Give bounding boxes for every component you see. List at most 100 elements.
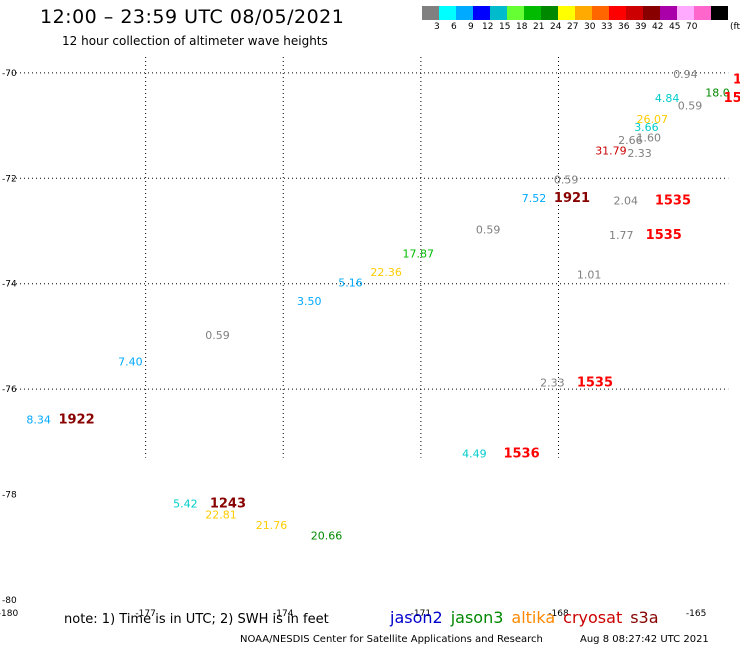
generated-timestamp: Aug 8 08:27:42 UTC 2021 bbox=[580, 634, 709, 645]
color-scale-cell bbox=[541, 6, 558, 20]
chart-title: 12:00 – 23:59 UTC 08/05/2021 bbox=[40, 6, 345, 28]
wave-height-label: 0.59 bbox=[476, 224, 501, 237]
wave-height-label: 17.87 bbox=[403, 247, 435, 260]
wave-height-label: 5.42 bbox=[173, 498, 198, 511]
legend-s3a: s3a bbox=[630, 608, 659, 627]
legend-cryosat: cryosat bbox=[563, 608, 623, 627]
color-scale-label: 15 bbox=[499, 22, 511, 32]
wave-height-label: 7.52 bbox=[522, 192, 547, 205]
color-scale-label: 27 bbox=[567, 22, 579, 32]
wave-height-label: 1.60 bbox=[636, 131, 661, 144]
wave-height-label: 0.59 bbox=[678, 100, 703, 113]
color-scale-label: 39 bbox=[635, 22, 647, 32]
y-tick-label: -70 bbox=[2, 69, 17, 79]
time-label: 1921 bbox=[554, 191, 590, 206]
legend-altika: altika bbox=[511, 608, 556, 627]
x-tick-label: -177 bbox=[135, 609, 155, 619]
chart-subtitle: 12 hour collection of altimeter wave hei… bbox=[62, 34, 328, 48]
wave-height-label: 26.07 bbox=[636, 113, 668, 126]
wave-height-label: 8.34 bbox=[26, 413, 50, 426]
color-scale-cell bbox=[711, 6, 728, 20]
wave-height-label: 18.0 bbox=[705, 87, 730, 100]
grid-layer bbox=[8, 57, 729, 458]
time-label: 15 bbox=[724, 91, 740, 106]
color-scale-cell bbox=[643, 6, 660, 20]
wave-height-label: 7.40 bbox=[118, 355, 143, 368]
time-label: 1536 bbox=[503, 447, 539, 462]
credit-text: NOAA/NESDIS Center for Satellite Applica… bbox=[240, 634, 543, 645]
color-scale-label: 21 bbox=[533, 22, 545, 32]
x-tick-label: -174 bbox=[273, 609, 294, 619]
wave-height-label: 2.04 bbox=[614, 195, 639, 208]
wave-height-label: 1.01 bbox=[577, 268, 602, 281]
time-label: 1243 bbox=[210, 497, 246, 512]
wave-height-label: 2.33 bbox=[540, 376, 565, 389]
color-scale-cell bbox=[609, 6, 626, 20]
color-scale-labels: 3 6 9 12 15 18 21 24 27 30 33 36 39 42 45 70 bbox=[422, 22, 740, 34]
y-tick-label: -78 bbox=[2, 491, 17, 501]
x-tick-label: -165 bbox=[686, 609, 706, 619]
color-scale-label: 30 bbox=[584, 22, 596, 32]
color-scale-label: 70 bbox=[686, 22, 698, 32]
color-scale-label: 45 bbox=[669, 22, 681, 32]
color-scale-cell bbox=[439, 6, 456, 20]
color-scale-cell bbox=[507, 6, 524, 20]
wave-height-label: 4.84 bbox=[655, 92, 680, 105]
color-scale-cell bbox=[626, 6, 643, 20]
wave-height-label: 2.66 bbox=[618, 134, 643, 147]
legend-jason3: jason3 bbox=[450, 608, 504, 627]
note-text: note: 1) Time is in UTC; 2) SWH is in fe… bbox=[64, 612, 329, 627]
x-tick-label: -171 bbox=[411, 609, 431, 619]
wave-height-label: 0.59 bbox=[205, 329, 230, 342]
wave-height-label: 0.59 bbox=[554, 174, 579, 187]
color-scale-label: 42 bbox=[652, 22, 664, 32]
color-scale-label: 9 bbox=[468, 22, 474, 32]
color-scale-label: 18 bbox=[516, 22, 528, 32]
color-scale-label: 24 bbox=[550, 22, 562, 32]
wave-height-label: 31.79 bbox=[595, 145, 627, 158]
color-scale-cell bbox=[456, 6, 473, 20]
time-label: 1535 bbox=[577, 375, 613, 390]
color-scale-cell bbox=[524, 6, 541, 20]
time-label: 1535 bbox=[655, 194, 691, 209]
color-scale-bar bbox=[422, 6, 728, 20]
wave-height-label: 21.76 bbox=[256, 519, 288, 532]
color-scale-label: 36 bbox=[618, 22, 630, 32]
wave-height-label: 22.36 bbox=[370, 266, 402, 279]
y-tick-label: -74 bbox=[2, 280, 17, 290]
color-scale-cell bbox=[422, 6, 439, 20]
wave-height-label: 1.77 bbox=[609, 229, 634, 242]
color-scale-cell bbox=[660, 6, 677, 20]
wave-height-label: 4.49 bbox=[462, 448, 487, 461]
y-tick-label: -80 bbox=[2, 596, 17, 606]
time-label: 1922 bbox=[58, 412, 94, 427]
time-label: 1535 bbox=[646, 228, 682, 243]
legend-jason2: jason2 bbox=[390, 608, 443, 627]
color-scale-cell bbox=[575, 6, 592, 20]
wave-height-label: 0.94 bbox=[673, 68, 698, 81]
color-scale-cell bbox=[473, 6, 490, 20]
y-tick-label: -76 bbox=[2, 385, 17, 395]
wave-height-label: 2.33 bbox=[627, 147, 652, 160]
color-scale-cell bbox=[694, 6, 711, 20]
color-scale-cell bbox=[592, 6, 609, 20]
color-scale-cell bbox=[490, 6, 507, 20]
tick-layer: -180 -177 -174 -171 -168 -165 -70 -72 -74 -76 -78 -… bbox=[0, 69, 706, 619]
color-scale-unit: (ft) bbox=[730, 22, 740, 32]
time-label: 1 bbox=[733, 72, 740, 87]
wave-height-label: 3.50 bbox=[297, 295, 322, 308]
wave-height-label: 3.66 bbox=[634, 121, 659, 134]
color-scale-label: 12 bbox=[482, 22, 494, 32]
color-scale-label: 33 bbox=[601, 22, 613, 32]
wave-height-label: 20.66 bbox=[311, 529, 343, 542]
color-scale-cell bbox=[677, 6, 694, 20]
color-scale-label: 6 bbox=[451, 22, 457, 32]
y-tick-label: -72 bbox=[2, 174, 17, 184]
color-scale-label: 3 bbox=[434, 22, 440, 32]
x-tick-label: -168 bbox=[548, 609, 569, 619]
wave-height-label: 5.16 bbox=[338, 276, 363, 289]
x-tick-label: -180 bbox=[0, 609, 18, 619]
wave-height-label: 22.81 bbox=[205, 508, 237, 521]
